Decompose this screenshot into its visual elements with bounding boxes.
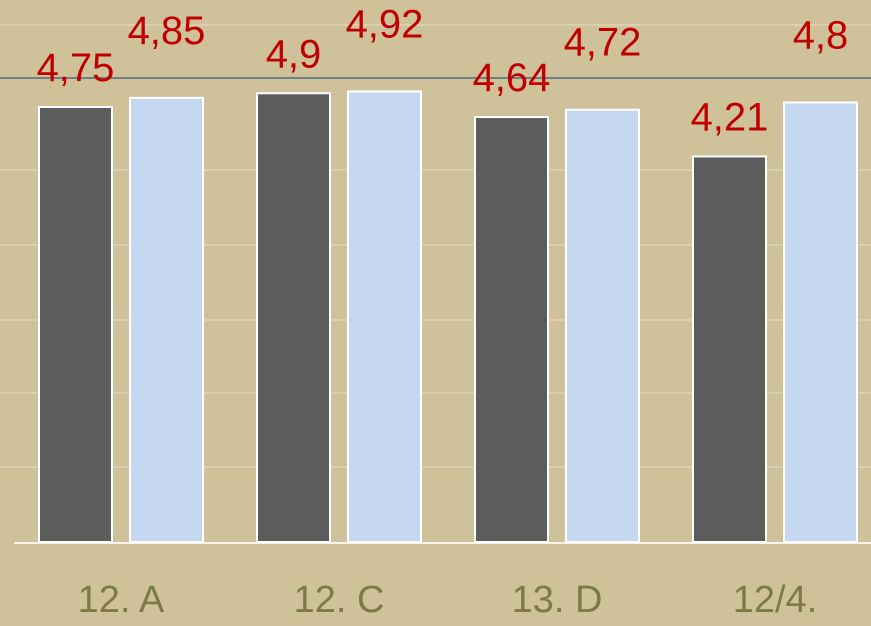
bar-series-1-1 [38,106,113,543]
data-label: 4,21 [691,95,769,139]
bar-series-1-3 [474,116,549,544]
bar-series-1-2 [256,92,331,544]
data-label: 4,9 [266,32,322,76]
category-label: 12. C [294,579,385,621]
data-label: 4,75 [37,46,115,90]
bars [38,90,858,544]
bar-series-2-1 [129,96,204,543]
data-label: 4,72 [564,21,642,65]
bar-series-1-4 [692,155,767,543]
category-label: 12. A [78,579,165,621]
category-label: 13. D [512,579,603,621]
data-labels: 4,75 4,9 4,64 4,21 4,85 4,92 4,72 4,8 [37,2,849,139]
data-label: 4,92 [346,2,424,46]
bar-series-2-3 [565,108,640,543]
bar-series-2-4 [783,101,858,543]
category-labels: 12. A 12. C 13. D 12/4. [78,579,818,621]
data-label: 4,64 [473,56,551,100]
bar-series-2-2 [347,90,422,543]
data-label: 4,85 [128,9,206,53]
category-label: 12/4. [733,579,818,621]
data-label: 4,8 [793,13,849,57]
